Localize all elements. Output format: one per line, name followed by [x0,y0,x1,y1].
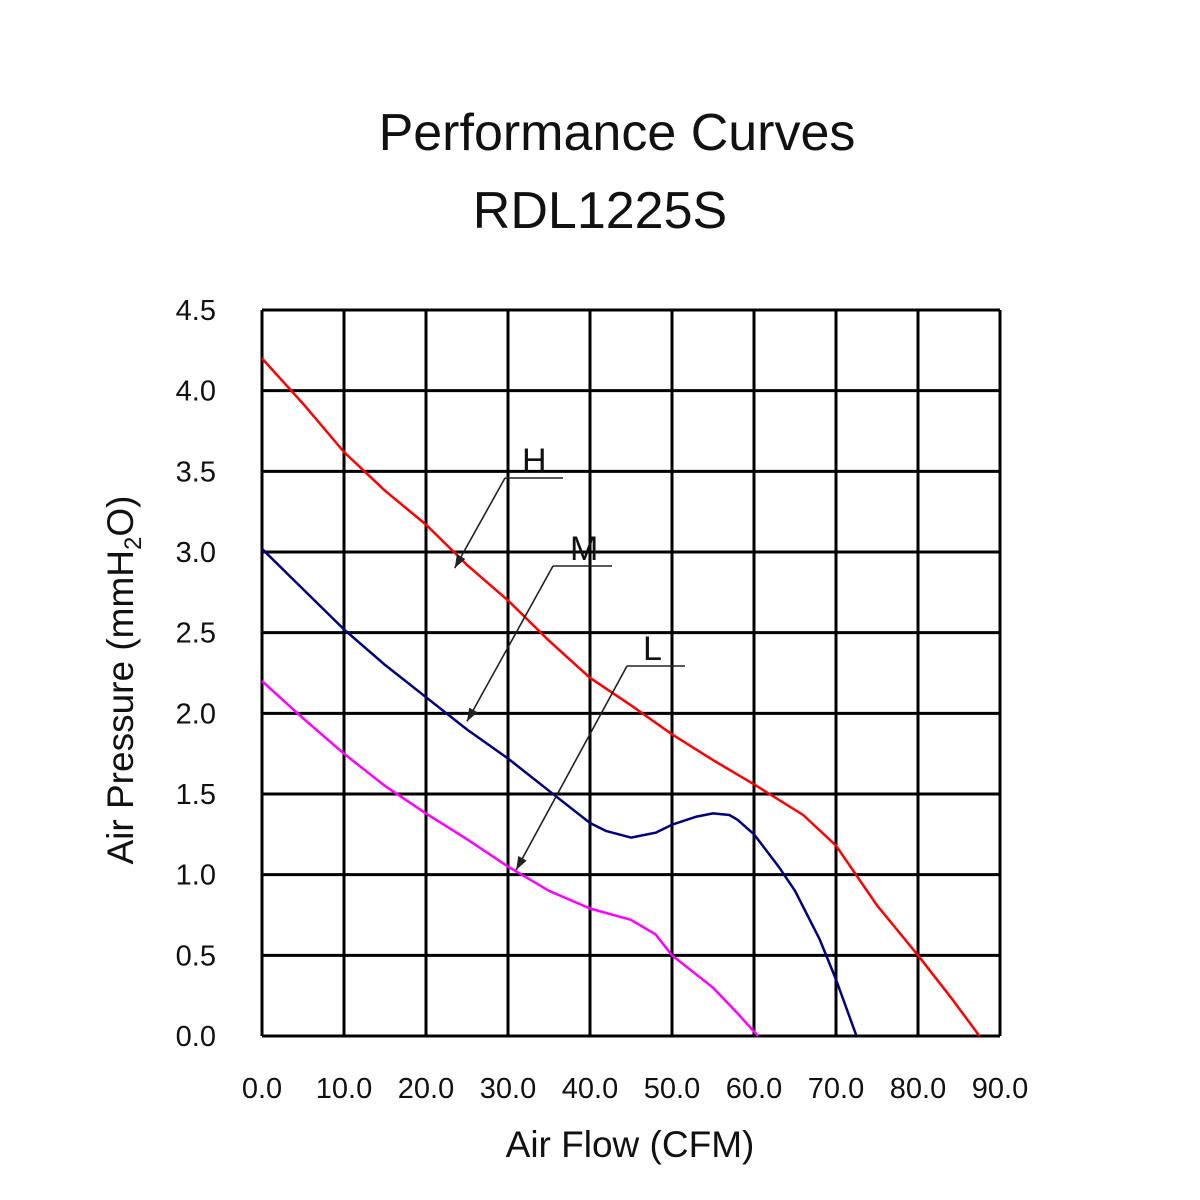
x-tick-label: 80.0 [890,1073,946,1105]
tick-labels: 0.0 10.0 20.0 30.0 40.0 50.0 60.0 70.0 80.0 90.0 0… [176,295,1029,1105]
leader-line-m [466,565,554,722]
y-tick-label: 3.0 [176,537,216,569]
y-tick-label: 1.0 [176,860,216,892]
x-tick-label: 90.0 [972,1073,1028,1105]
leader-line-h [454,477,506,569]
y-tick-label: 0.5 [176,940,216,972]
x-tick-label: 50.0 [644,1073,700,1105]
x-tick-label: 30.0 [480,1073,536,1105]
arrow-head-icon [467,707,478,722]
y-axis-label-main: Air Pressure (mmH [100,550,141,865]
x-tick-label: 60.0 [726,1073,782,1105]
x-axis-label: Air Flow (CFM) [506,1124,755,1165]
x-tick-label: 10.0 [316,1073,372,1105]
y-tick-label: 2.0 [176,698,216,730]
arrow-head-icon [454,554,466,569]
x-tick-label: 0.0 [242,1073,282,1105]
chart-title: Performance Curves [379,104,856,162]
series-label-l: L [643,630,662,668]
y-tick-label: 3.5 [176,456,216,488]
y-tick-label: 4.0 [176,376,216,408]
y-tick-label: 0.0 [176,1021,216,1053]
y-tick-label: 4.5 [176,295,216,327]
leader-line-l [515,665,628,871]
series-label-m: M [570,530,598,568]
x-tick-label: 40.0 [562,1073,618,1105]
curve-m [261,547,858,1037]
x-tick-label: 20.0 [398,1073,454,1105]
annotations: H M L [454,442,685,871]
y-axis-label-end: O) [100,496,141,537]
series-label-h: H [522,442,547,480]
curve-l [261,680,760,1037]
y-axis-label-subscript: 2 [120,537,147,550]
arrow-head-icon [516,855,527,870]
curves [261,357,981,1037]
y-tick-label: 2.5 [176,618,216,650]
chart-subtitle: RDL1225S [473,182,727,240]
y-axis-label: Air Pressure (mmH2O) [100,496,147,865]
y-tick-label: 1.5 [176,779,216,811]
grid [260,308,1002,1038]
curve-h [261,357,981,1037]
x-tick-label: 70.0 [808,1073,864,1105]
